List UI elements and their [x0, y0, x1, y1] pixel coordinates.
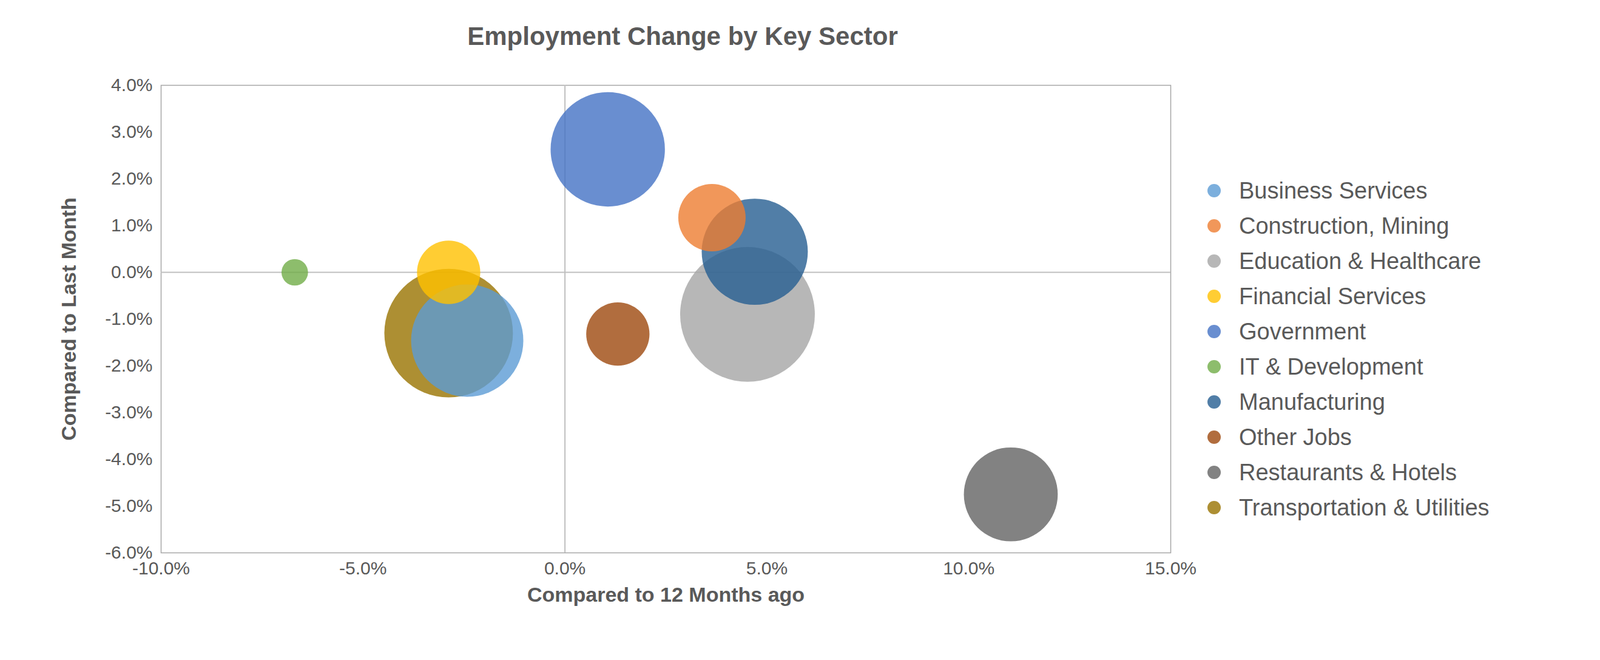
svg-text:-4.0%: -4.0%	[104, 448, 153, 469]
html-text:Business Services: Business Services	[1238, 177, 1428, 203]
svg-text:-1.0%: -1.0%	[104, 308, 153, 329]
svg-text:10.0%: 10.0%	[942, 557, 995, 578]
svg-text:-5.0%: -5.0%	[104, 495, 153, 516]
svg-text:1.0%: 1.0%	[111, 214, 153, 235]
svg-text:-10.0%: -10.0%	[132, 557, 190, 578]
svg-text:Compared to Last Month: Compared to Last Month	[57, 197, 81, 440]
svg-text:4.0%: 4.0%	[111, 74, 153, 95]
svg-text:3.0%: 3.0%	[111, 121, 153, 142]
html-text:Restaurants & Hotels: Restaurants & Hotels	[1238, 459, 1457, 485]
svg-text:-5.0%: -5.0%	[339, 557, 387, 578]
html-text:Construction, Mining: Construction, Mining	[1238, 212, 1450, 239]
svg-text:-3.0%: -3.0%	[104, 401, 153, 422]
svg-text:0.0%: 0.0%	[111, 261, 153, 282]
html-text:Government: Government	[1238, 318, 1366, 344]
svg-text:-6.0%: -6.0%	[104, 541, 153, 562]
html-text:Other Jobs: Other Jobs	[1238, 423, 1352, 450]
html-text:Employment Change by Key Secto: Employment Change by Key Sector	[467, 21, 898, 51]
html-text:Manufacturing: Manufacturing	[1238, 388, 1386, 415]
html-text:Education & Healthcare: Education & Healthcare	[1238, 247, 1482, 274]
svg-text:Compared to 12 Months ago: Compared to 12 Months ago	[527, 582, 805, 606]
svg-text:-2.0%: -2.0%	[104, 354, 153, 375]
html-text:Transportation & Utilities: Transportation & Utilities	[1238, 494, 1490, 520]
svg-text:15.0%: 15.0%	[1144, 557, 1197, 578]
svg-text:5.0%: 5.0%	[746, 557, 788, 578]
svg-text:2.0%: 2.0%	[111, 168, 153, 189]
svg-text:0.0%: 0.0%	[544, 557, 586, 578]
html-text:Financial Services: Financial Services	[1238, 283, 1427, 309]
html-text:IT & Development: IT & Development	[1238, 353, 1424, 379]
